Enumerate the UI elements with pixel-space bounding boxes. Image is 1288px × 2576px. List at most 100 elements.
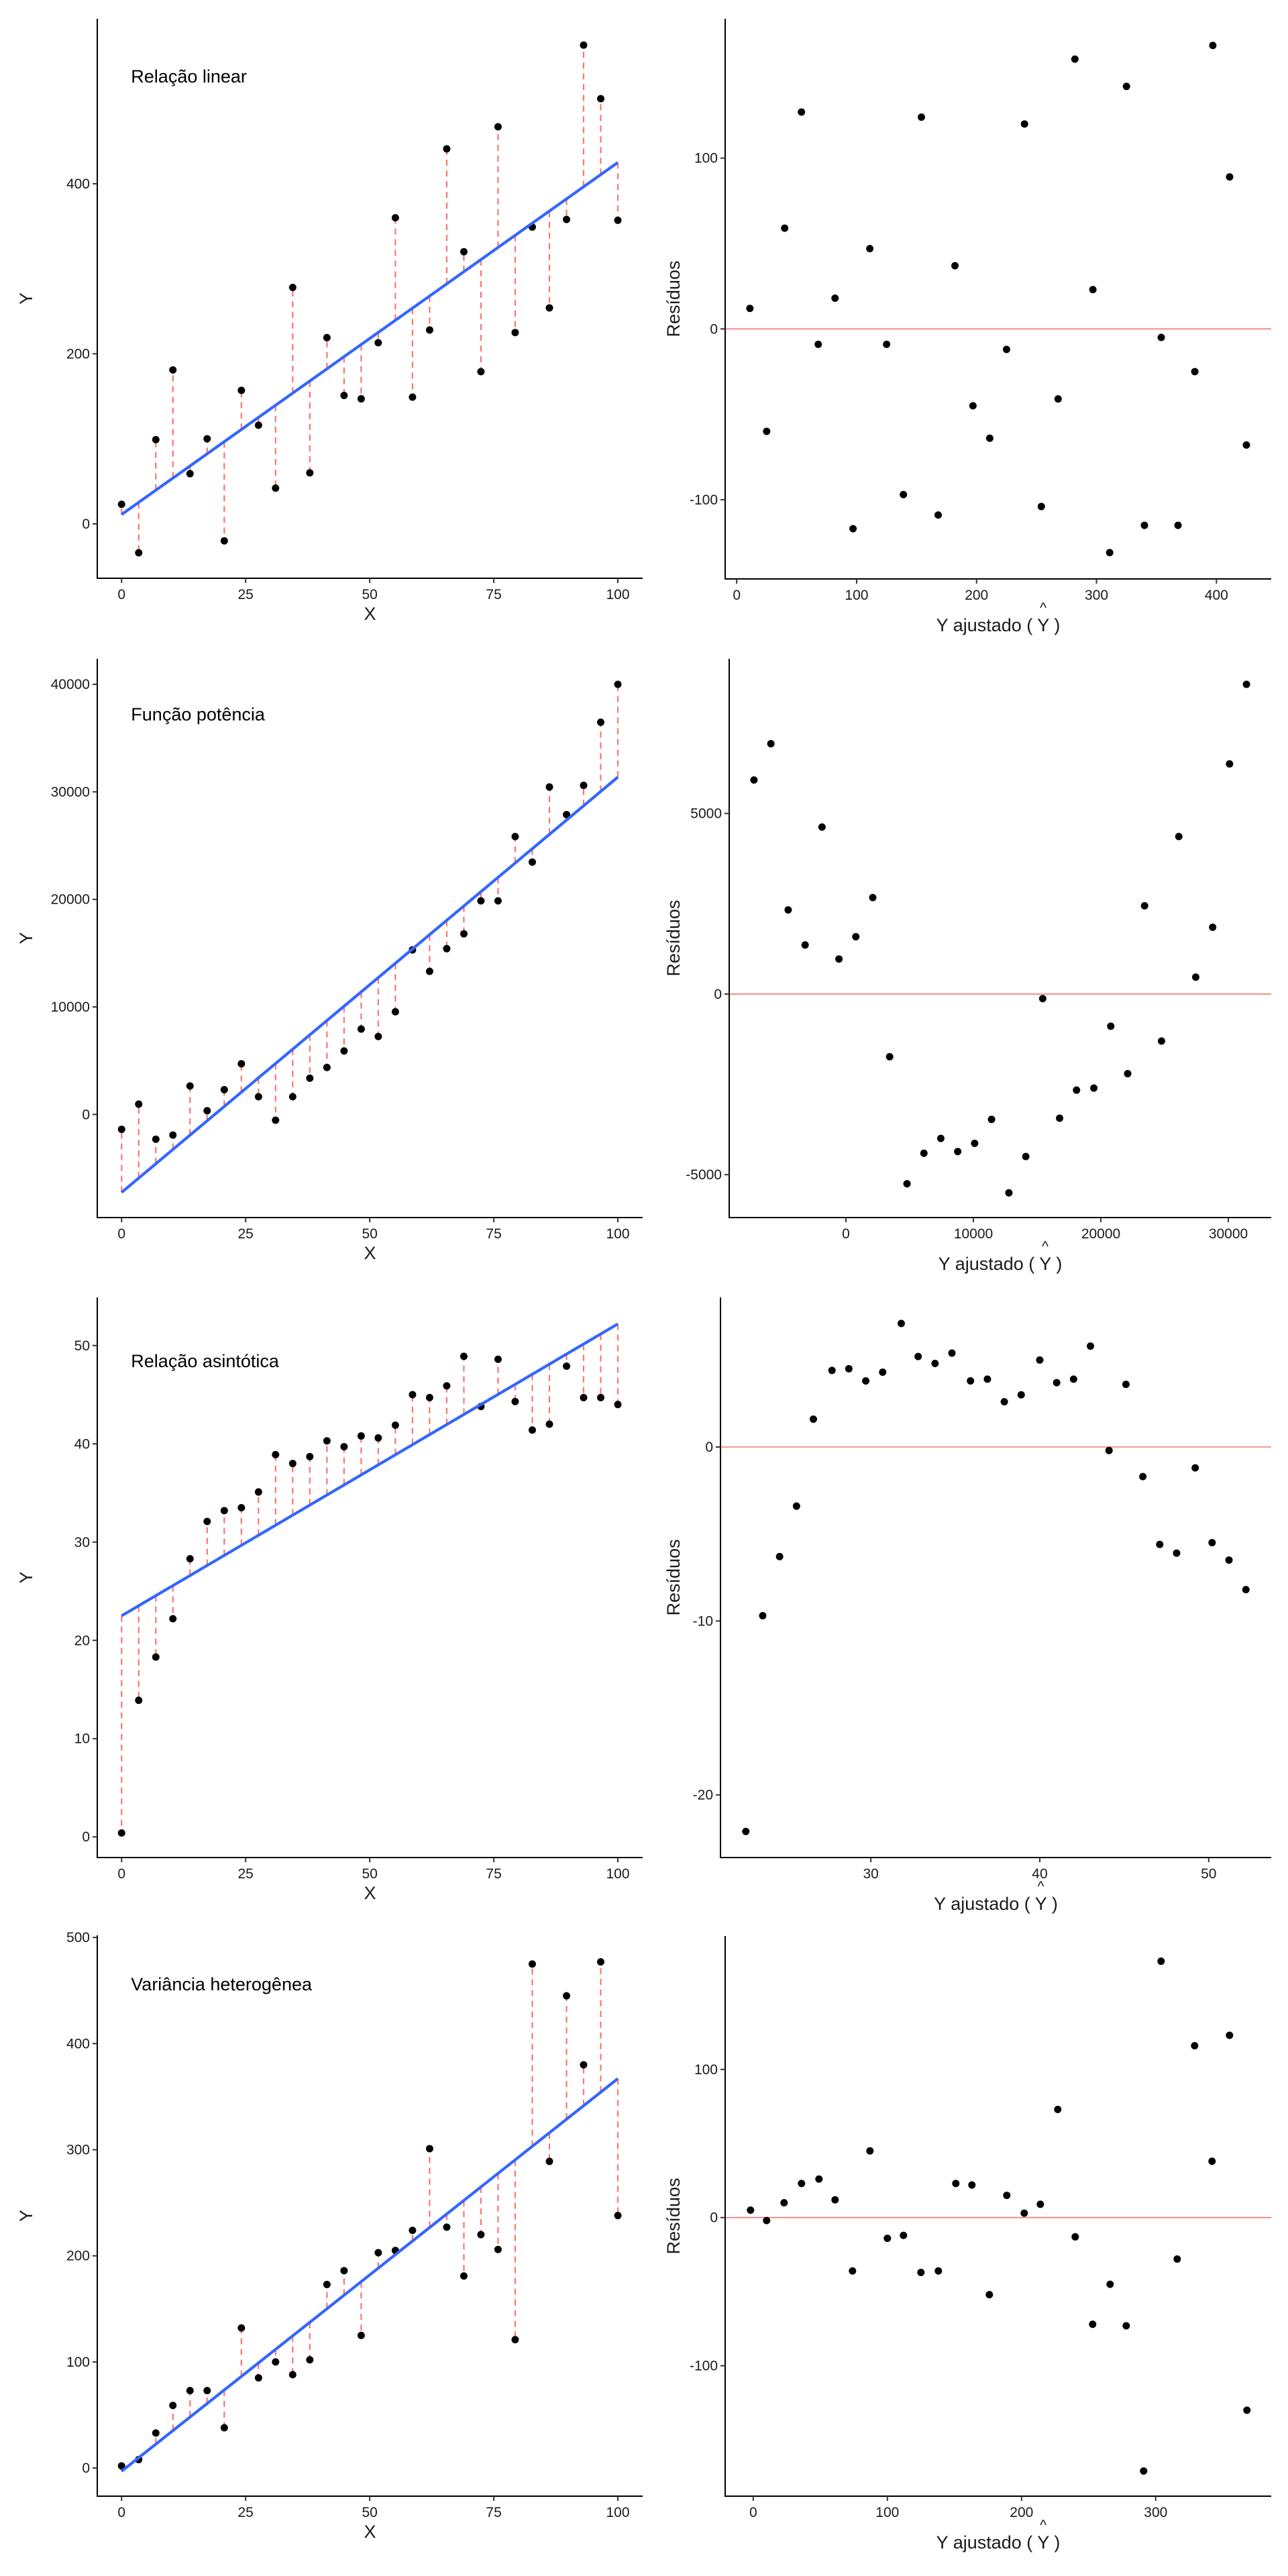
data-point <box>425 967 433 975</box>
chart-svg: 0 10000 20000 30000 -5000 0 5000 Y ajustado ( Y… <box>663 659 1271 1274</box>
data-point <box>1071 55 1079 63</box>
data-point <box>1173 2255 1181 2263</box>
y-tick-label: 500 <box>66 1932 90 1945</box>
data-point <box>815 2175 823 2183</box>
y-tick-label: 0 <box>710 2210 718 2226</box>
data-point <box>477 368 485 376</box>
data-point <box>879 1368 887 1377</box>
fit-line <box>120 775 619 1194</box>
data-point <box>968 2181 976 2189</box>
data-point <box>357 1025 365 1033</box>
data-point <box>831 294 839 302</box>
hat-symbol: ^ <box>1040 2518 1046 2533</box>
data-point <box>580 1393 588 1401</box>
data-point <box>1022 1152 1030 1161</box>
x-tick-label: 100 <box>606 587 629 602</box>
x-tick-label: 50 <box>1201 1866 1216 1882</box>
data-point <box>528 1960 536 1968</box>
data-point <box>1124 1069 1132 1077</box>
data-point <box>340 1047 348 1055</box>
y-tick-label: 0 <box>714 987 722 1002</box>
data-point <box>831 2196 839 2204</box>
data-point <box>835 955 843 963</box>
data-point <box>1156 1540 1164 1548</box>
data-point <box>763 2216 771 2224</box>
residual-segments <box>121 1962 619 2471</box>
y-axis-title: Y <box>16 932 36 944</box>
data-point <box>237 2324 246 2332</box>
data-point <box>1226 173 1234 181</box>
data-point <box>1105 1446 1113 1454</box>
data-point <box>1191 368 1199 376</box>
x-axis-title: X <box>364 1243 376 1263</box>
data-point <box>135 1697 143 1705</box>
data-point <box>306 1452 314 1460</box>
data-point <box>1106 549 1114 557</box>
data-point <box>1242 441 1250 449</box>
data-point <box>1208 2157 1216 2165</box>
data-point <box>357 2331 365 2339</box>
data-point <box>460 2272 468 2280</box>
data-point <box>775 1552 784 1560</box>
data-point <box>596 1958 604 1966</box>
data-point <box>917 2268 925 2276</box>
y-tick-label: 50 <box>74 1338 90 1354</box>
x-tick-label: 10000 <box>954 1226 993 1242</box>
data-point <box>1002 345 1010 354</box>
data-point <box>1122 2322 1130 2330</box>
data-point <box>1038 995 1046 1003</box>
data-point <box>931 1360 939 1368</box>
data-point <box>1003 2192 1011 2200</box>
x-axis-title: X <box>364 1883 376 1903</box>
data-point <box>152 1653 160 1661</box>
data-point <box>272 1450 280 1458</box>
data-point <box>1242 1586 1250 1594</box>
data-point <box>845 1364 853 1373</box>
x-tick-label: 50 <box>362 1226 377 1242</box>
data-point <box>1191 1464 1199 1472</box>
data-point <box>1243 2406 1251 2414</box>
data-point <box>340 2267 348 2275</box>
data-point <box>862 1377 870 1385</box>
data-point <box>614 216 622 224</box>
data-point <box>810 1415 818 1424</box>
data-point <box>1106 2280 1114 2288</box>
x-tick-label: 100 <box>875 2505 899 2520</box>
data-point <box>563 215 571 223</box>
x-tick-label: 75 <box>486 1866 501 1882</box>
data-point <box>1036 2200 1044 2208</box>
data-point <box>323 2280 331 2288</box>
data-point <box>1017 1391 1025 1399</box>
chart-svg: 0 25 50 75 100 0 200 400 X Y Relação linear <box>16 19 643 624</box>
data-point <box>934 511 943 519</box>
data-point <box>117 1125 125 1133</box>
data-point <box>323 1437 331 1445</box>
data-point <box>866 2147 874 2155</box>
data-point <box>951 262 959 270</box>
data-point <box>511 1397 519 1405</box>
data-point <box>169 1615 177 1623</box>
x-tick-label: 30000 <box>1209 1226 1248 1242</box>
x-axis-title: X <box>364 2522 376 2542</box>
data-point <box>747 2206 755 2214</box>
data-point <box>477 2231 485 2239</box>
x-tick-label: 100 <box>845 588 868 603</box>
x-tick-label: 30 <box>863 1866 878 1882</box>
data-point <box>1036 1356 1044 1364</box>
x-tick-label: 75 <box>486 2505 501 2520</box>
data-point <box>425 326 433 334</box>
data-point <box>374 1032 382 1040</box>
y-tick-label: 100 <box>694 151 718 166</box>
data-point <box>425 1393 433 1401</box>
data-point <box>1107 1022 1115 1030</box>
data-point <box>954 1148 962 1156</box>
y-tick-label: 40 <box>74 1436 90 1452</box>
panel-annotation: Relação linear <box>131 66 247 87</box>
y-tick-label: -100 <box>690 492 718 508</box>
data-point <box>1073 1086 1081 1094</box>
x-tick-label: 0 <box>117 2505 125 2520</box>
hat-symbol: ^ <box>1042 1239 1049 1254</box>
data-point <box>425 2145 433 2153</box>
data-point <box>409 2226 417 2235</box>
